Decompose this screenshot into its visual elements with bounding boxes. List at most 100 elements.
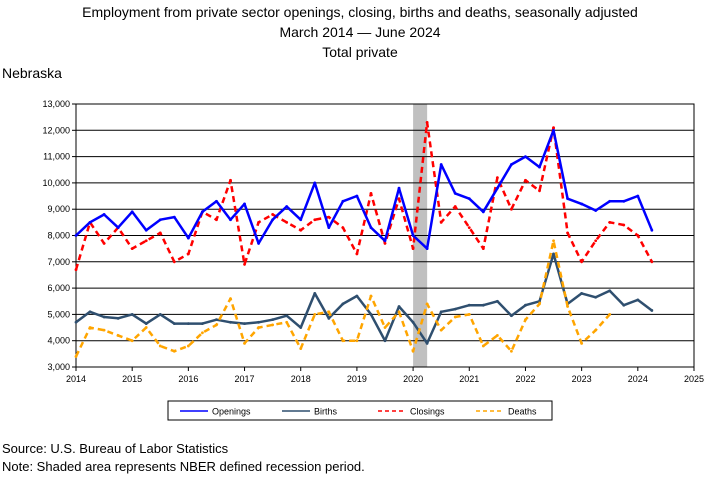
data-point-closings	[608, 220, 612, 224]
data-point-openings	[524, 155, 527, 159]
data-point-births	[411, 320, 415, 324]
data-point-deaths	[201, 331, 204, 335]
data-point-deaths	[566, 305, 569, 308]
data-point-deaths	[608, 313, 612, 316]
data-point-births	[608, 289, 612, 293]
y-tick-label: 4,000	[47, 336, 70, 346]
data-point-births	[383, 339, 387, 343]
data-point-openings	[467, 197, 471, 201]
data-point-openings	[566, 197, 569, 201]
data-point-deaths	[397, 310, 401, 314]
data-point-births	[215, 318, 218, 322]
data-point-openings	[74, 234, 78, 237]
series-line-openings	[75, 129, 654, 250]
series-layer	[74, 121, 654, 358]
data-point-closings	[467, 226, 471, 230]
data-point-closings	[327, 215, 331, 219]
data-point-births	[257, 320, 260, 324]
data-point-births	[369, 313, 373, 316]
data-point-births	[481, 303, 485, 307]
data-point-closings	[229, 178, 232, 182]
data-point-closings	[102, 241, 106, 245]
data-point-births	[495, 299, 499, 303]
x-tick-label: 2015	[122, 374, 142, 384]
data-point-births	[201, 322, 204, 326]
data-point-births	[186, 322, 190, 326]
legend-label-closings: Closings	[410, 407, 445, 417]
data-point-openings	[650, 228, 654, 232]
data-point-closings	[439, 220, 443, 224]
legend-label-deaths: Deaths	[508, 407, 537, 417]
data-point-births	[580, 291, 584, 295]
data-point-deaths	[229, 297, 232, 301]
data-point-openings	[622, 199, 626, 203]
data-point-closings	[285, 220, 289, 224]
data-point-deaths	[130, 339, 134, 343]
data-point-deaths	[425, 302, 429, 306]
axis-layer: 3,000 4,000 5,000 6,000 7,000 8,000 9,000 10,00…	[42, 99, 704, 384]
data-point-births	[116, 316, 120, 320]
data-point-openings	[327, 226, 331, 230]
data-point-closings	[636, 234, 640, 237]
data-point-deaths	[88, 326, 92, 329]
data-point-deaths	[481, 344, 485, 348]
recession-note: Note: Shaded area represents NBER define…	[2, 459, 365, 474]
legend-label-openings: Openings	[212, 407, 251, 417]
data-point-deaths	[116, 334, 120, 337]
y-tick-label: 7,000	[47, 257, 70, 267]
y-tick-label: 13,000	[42, 99, 70, 109]
data-point-openings	[215, 199, 218, 203]
legend-box	[167, 400, 553, 421]
data-point-deaths	[369, 294, 373, 298]
data-point-closings	[566, 231, 569, 235]
data-point-births	[243, 322, 246, 326]
data-point-deaths	[411, 349, 415, 353]
chart-title: Employment from private sector openings,…	[82, 4, 638, 20]
data-point-openings	[608, 199, 612, 203]
data-point-openings	[355, 194, 359, 198]
data-point-deaths	[538, 302, 541, 306]
data-point-deaths	[594, 328, 598, 332]
x-tick-label: 2014	[66, 374, 86, 384]
data-point-openings	[257, 241, 260, 245]
y-tick-label: 6,000	[47, 283, 70, 293]
legend: Openings Births Closings Deaths	[167, 400, 553, 421]
data-point-births	[524, 303, 527, 307]
data-point-deaths	[299, 347, 303, 350]
data-point-deaths	[453, 315, 457, 319]
data-point-openings	[229, 218, 232, 222]
data-point-closings	[383, 241, 387, 245]
data-point-closings	[524, 178, 527, 182]
data-point-births	[425, 341, 429, 345]
data-point-deaths	[74, 355, 78, 358]
data-point-births	[341, 302, 345, 306]
source-footnote: Source: U.S. Bureau of Labor Statistics	[2, 441, 229, 456]
data-point-openings	[172, 215, 176, 219]
data-point-openings	[313, 181, 317, 185]
data-point-openings	[383, 239, 387, 243]
data-point-deaths	[495, 334, 499, 337]
data-point-openings	[453, 192, 457, 195]
data-point-closings	[355, 252, 359, 256]
y-tick-label: 3,000	[47, 362, 70, 372]
data-point-closings	[552, 126, 555, 130]
data-point-closings	[369, 192, 373, 195]
data-point-closings	[453, 205, 457, 208]
data-point-births	[453, 307, 457, 311]
data-point-closings	[271, 213, 275, 216]
data-point-deaths	[355, 339, 359, 343]
x-tick-label: 2019	[347, 374, 367, 384]
data-point-openings	[580, 202, 584, 206]
data-point-births	[510, 314, 513, 318]
data-point-births	[467, 303, 471, 307]
data-point-deaths	[257, 326, 260, 329]
data-point-openings	[411, 234, 415, 237]
data-point-births	[229, 320, 232, 324]
data-point-openings	[186, 236, 190, 240]
chart-subtitle: Total private	[322, 44, 398, 60]
data-point-openings	[510, 163, 513, 166]
y-tick-label: 8,000	[47, 231, 70, 241]
data-point-births	[74, 320, 78, 324]
data-point-deaths	[243, 341, 246, 345]
